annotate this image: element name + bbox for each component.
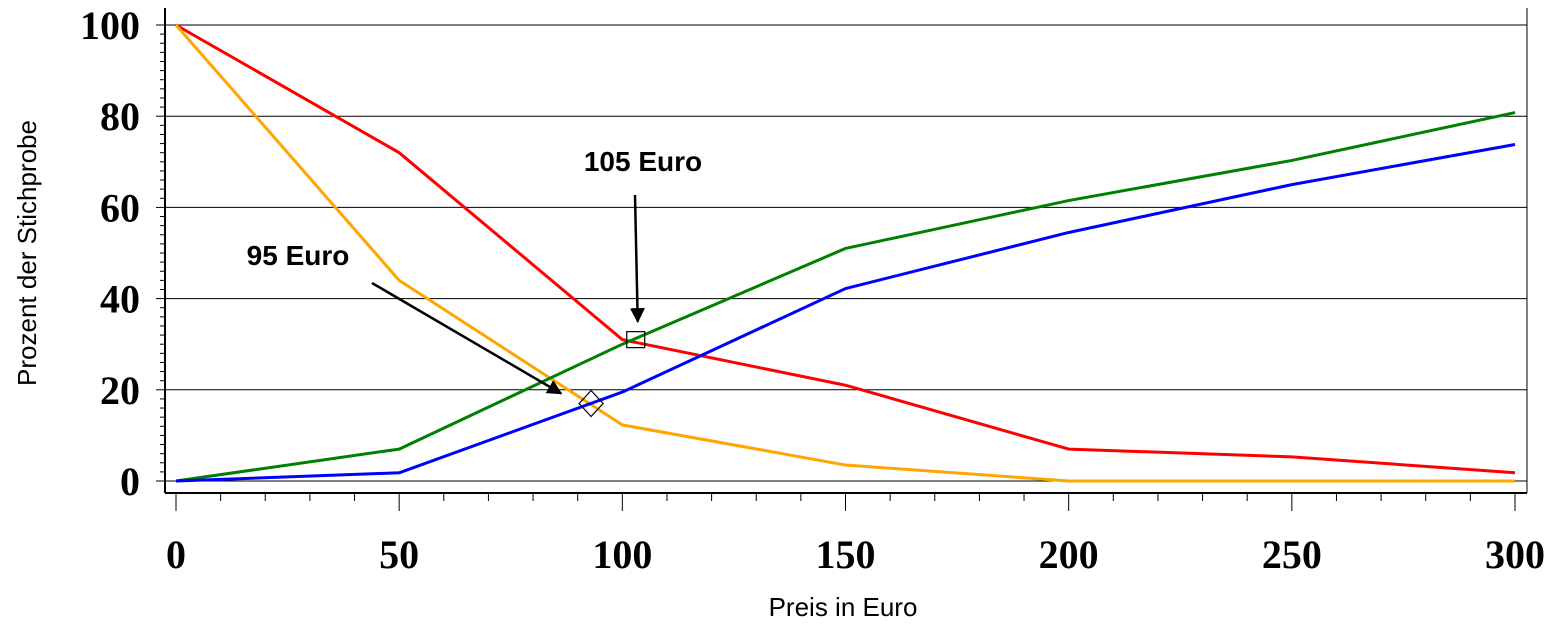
annotation-arrow-105 [629, 194, 645, 324]
x-tick-label: 100 [592, 532, 652, 577]
y-tick-label: 60 [100, 185, 140, 230]
square-marker [626, 331, 646, 349]
x-tick-label: 0 [166, 532, 186, 577]
y-tick-label: 40 [100, 277, 140, 322]
series-line-1 [175, 23, 1516, 475]
axes [164, 8, 1528, 494]
gridlines [165, 24, 1527, 482]
y-tick-label: 80 [100, 94, 140, 139]
x-tick-label: 200 [1039, 532, 1099, 577]
series-line-4 [175, 142, 1516, 483]
y-axis-label: Prozent der Stichprobe [12, 120, 42, 386]
annotation-arrow-95 [371, 281, 563, 395]
diamond-marker [578, 389, 604, 418]
annotation-label-105: 105 Euro [584, 146, 702, 177]
series-lines [174, 23, 1516, 483]
x-tick-label: 50 [379, 532, 419, 577]
y-tick-label: 100 [80, 3, 140, 48]
series-line-3 [175, 111, 1516, 483]
x-tick-label: 250 [1262, 532, 1322, 577]
annotations: 105 Euro 95 Euro [247, 146, 702, 418]
x-tick-label: 300 [1485, 532, 1545, 577]
x-axis-label: Preis in Euro [769, 592, 918, 622]
series-line-2 [174, 24, 1515, 483]
y-tick-label: 0 [120, 459, 140, 504]
x-tick-label: 150 [816, 532, 876, 577]
y-tick-label: 20 [100, 368, 140, 413]
annotation-label-95: 95 Euro [247, 240, 350, 271]
ticks: 0 20 40 60 80 100 0 50 100 150 200 250 300 [80, 3, 1545, 577]
